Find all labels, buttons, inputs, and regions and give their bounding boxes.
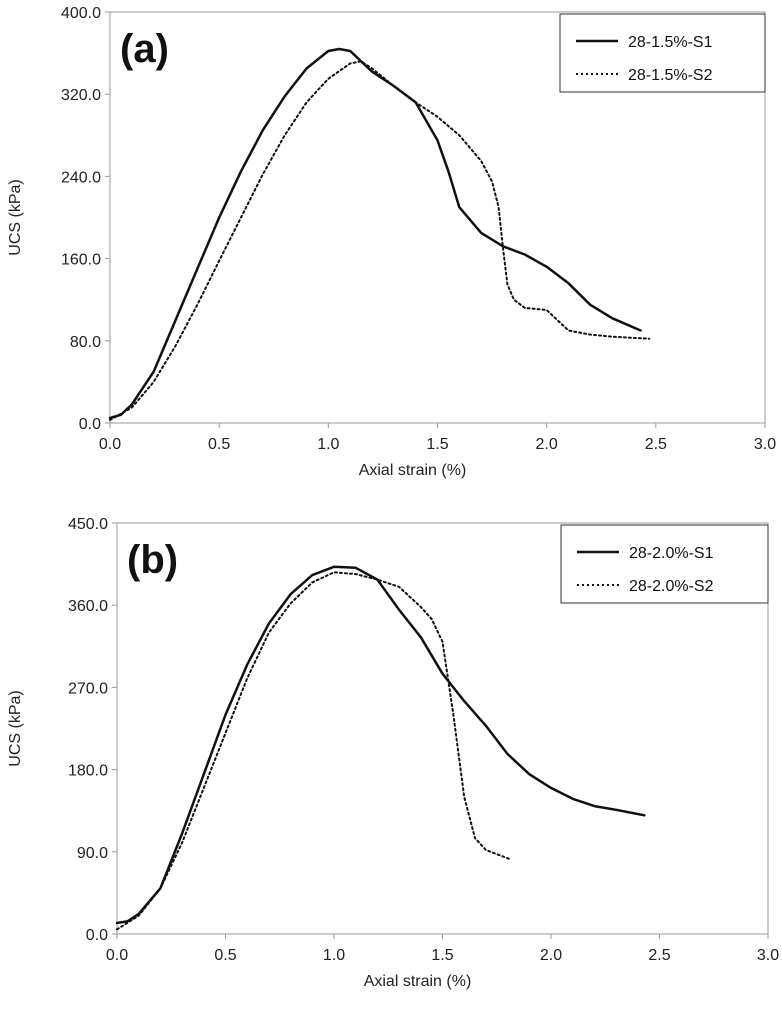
y-tick-label-a: 240.0: [61, 169, 101, 186]
chart-a: 0.0 0.5 1.0 1.5 2.0 2.5 3.0 0.0 80.0 160.0 240.0 32…: [7, 5, 776, 479]
y-tick-label-a: 80.0: [70, 334, 101, 351]
panel-label-b: (b): [127, 538, 178, 582]
x-tick-label-b: 2.0: [540, 947, 562, 964]
y-axis-title-a: UCS (kPa): [7, 179, 24, 255]
series-line-b-2: [116, 571, 511, 931]
y-tick-label-b: 270.0: [68, 680, 108, 697]
series-line-a-2: [109, 60, 651, 421]
y-tick-label-b: 450.0: [68, 516, 108, 533]
x-tick-label-b: 0.0: [106, 947, 128, 964]
legend-a: 28-1.5%-S1 28-1.5%-S2: [559, 13, 766, 93]
y-tick-label-a: 320.0: [61, 87, 101, 104]
y-axis-title-b: UCS (kPa): [7, 690, 24, 766]
x-tick-label-b: 3.0: [757, 947, 779, 964]
x-tick-label-b: 1.0: [323, 947, 345, 964]
x-tick-label-a: 0.0: [99, 436, 121, 453]
x-tick-label-a: 1.0: [317, 436, 339, 453]
y-tick-label-b: 90.0: [77, 845, 108, 862]
x-tick-label-b: 1.5: [431, 947, 453, 964]
x-axis-title-b: Axial strain (%): [364, 973, 472, 990]
y-tick-label-a: 400.0: [61, 5, 101, 22]
legend-label-b-1: 28-2.0%-S1: [629, 545, 714, 562]
chart-b: 0.0 0.5 1.0 1.5 2.0 2.5 3.0 0.0 90.0 180.0 270.0 36…: [7, 516, 779, 990]
legend-box-a: [559, 13, 766, 93]
x-tick-label-a: 0.5: [208, 436, 230, 453]
y-tick-label-b: 360.0: [68, 598, 108, 615]
x-tick-label-a: 2.0: [536, 436, 558, 453]
legend-label-a-1: 28-1.5%-S1: [628, 34, 713, 51]
x-tick-label-a: 2.5: [645, 436, 667, 453]
legend-box-b: [560, 524, 769, 604]
x-tick-label-b: 0.5: [214, 947, 236, 964]
series-line-b-1: [115, 565, 646, 925]
y-tick-label-b: 0.0: [86, 927, 108, 944]
x-axis-title-a: Axial strain (%): [359, 462, 467, 479]
panel-label-a: (a): [120, 27, 169, 71]
legend-label-b-2: 28-2.0%-S2: [629, 578, 714, 595]
x-tick-label-b: 2.5: [648, 947, 670, 964]
y-tick-label-a: 160.0: [61, 252, 101, 269]
x-tick-label-a: 3.0: [754, 436, 776, 453]
y-tick-label-a: 0.0: [79, 416, 101, 433]
x-tick-label-a: 1.5: [426, 436, 448, 453]
y-tick-label-b: 180.0: [68, 763, 108, 780]
series-line-a-1: [108, 47, 642, 420]
legend-label-a-2: 28-1.5%-S2: [628, 67, 713, 84]
legend-b: 28-2.0%-S1 28-2.0%-S2: [560, 524, 769, 604]
